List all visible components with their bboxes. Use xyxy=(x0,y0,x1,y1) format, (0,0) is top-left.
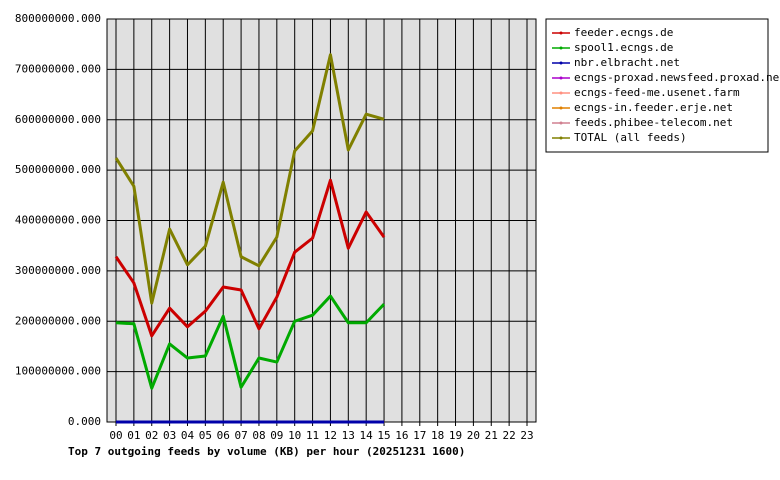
y-tick-label: 100000000.000 xyxy=(15,365,101,378)
x-tick-label: 20 xyxy=(467,429,480,442)
x-tick-label: 13 xyxy=(342,429,355,442)
y-tick-label: 800000000.000 xyxy=(15,12,101,25)
legend-label: nbr.elbracht.net xyxy=(574,56,680,69)
legend-marker xyxy=(559,91,563,95)
x-tick-label: 15 xyxy=(377,429,390,442)
x-tick-label: 19 xyxy=(449,429,462,442)
y-tick-label: 600000000.000 xyxy=(15,113,101,126)
x-tick-label: 16 xyxy=(395,429,408,442)
x-tick-label: 00 xyxy=(109,429,122,442)
y-tick-label: 500000000.000 xyxy=(15,163,101,176)
legend-label: TOTAL (all feeds) xyxy=(574,131,687,144)
chart-title: Top 7 outgoing feeds by volume (KB) per … xyxy=(68,445,465,458)
x-tick-label: 22 xyxy=(503,429,516,442)
x-tick-label: 12 xyxy=(324,429,337,442)
x-tick-label: 03 xyxy=(163,429,176,442)
legend-box xyxy=(545,18,769,153)
legend-label: spool1.ecngs.de xyxy=(574,41,673,54)
y-tick-label: 200000000.000 xyxy=(15,314,101,327)
y-tick-label: 700000000.000 xyxy=(15,62,101,75)
legend-label: ecngs-proxad.newsfeed.proxad.net xyxy=(574,71,780,84)
series-line xyxy=(114,178,386,338)
x-tick-label: 07 xyxy=(234,429,247,442)
legend-marker xyxy=(559,46,563,50)
x-tick-label: 21 xyxy=(485,429,498,442)
legend-label: feeds.phibee-telecom.net xyxy=(574,116,733,129)
legend-label: feeder.ecngs.de xyxy=(574,26,673,39)
legend-marker xyxy=(559,61,563,65)
y-tick-label: 400000000.000 xyxy=(15,214,101,227)
x-tick-label: 23 xyxy=(520,429,533,442)
x-tick-label: 01 xyxy=(127,429,140,442)
x-tick-label: 18 xyxy=(431,429,444,442)
x-tick-label: 10 xyxy=(288,429,301,442)
legend-marker xyxy=(559,121,563,125)
legend-label: ecngs-in.feeder.erje.net xyxy=(574,101,733,114)
series-line xyxy=(115,294,386,390)
y-tick-label: 300000000.000 xyxy=(15,264,101,277)
x-tick-label: 05 xyxy=(199,429,212,442)
x-tick-label: 02 xyxy=(145,429,158,442)
x-tick-label: 14 xyxy=(360,429,374,442)
x-tick-label: 17 xyxy=(413,429,426,442)
x-tick-label: 09 xyxy=(270,429,283,442)
legend-marker xyxy=(559,106,563,110)
x-tick-label: 08 xyxy=(252,429,265,442)
legend-marker xyxy=(559,76,563,80)
y-tick-label: 0.000 xyxy=(68,415,101,428)
x-tick-label: 04 xyxy=(181,429,195,442)
legend-marker xyxy=(559,31,563,35)
x-tick-label: 11 xyxy=(306,429,319,442)
series-line xyxy=(114,53,385,305)
legend-label: ecngs-feed-me.usenet.farm xyxy=(574,86,740,99)
legend-marker xyxy=(559,136,563,140)
x-tick-label: 06 xyxy=(217,429,230,442)
